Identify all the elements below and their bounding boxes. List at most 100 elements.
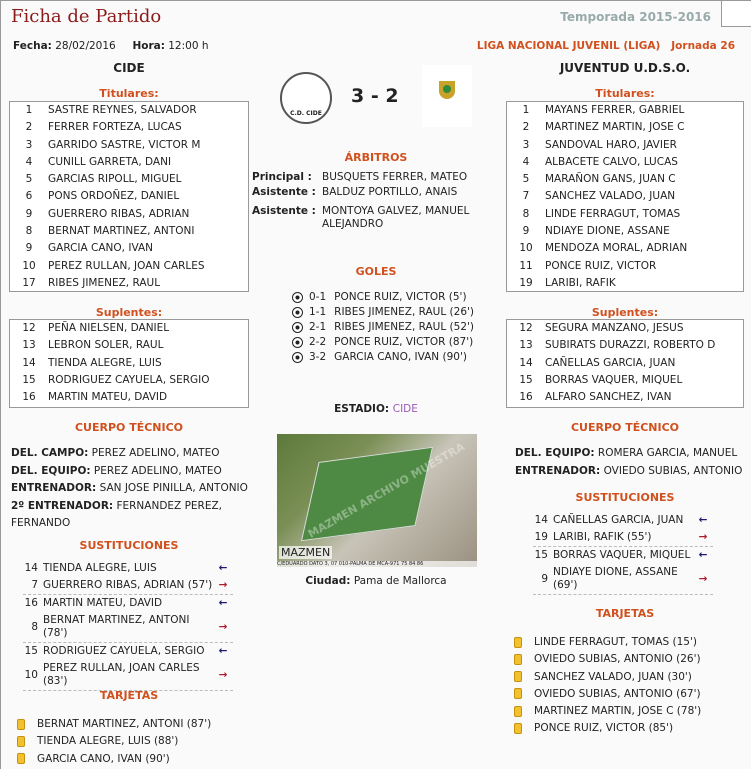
player-row[interactable]: 9 NDIAYE DIONE, ASSANE	[507, 223, 743, 240]
player-name[interactable]: PONCE RUIZ, VICTOR	[545, 259, 657, 272]
competition-info: LIGA NACIONAL JUVENIL (LIGA) Jornada 26	[477, 40, 735, 52]
player-name[interactable]: LINDE FERRAGUT, TOMAS	[545, 207, 681, 220]
player-name[interactable]: PONS ORDOÑEZ, DANIEL	[48, 190, 180, 203]
player-name[interactable]: MARAÑON GANS, JUAN C	[545, 173, 676, 186]
player-row[interactable]: 3 SANDOVAL HARO, JAVIER	[507, 137, 743, 154]
player-row[interactable]: 3 GARRIDO SASTRE, VICTOR M	[10, 137, 248, 154]
page-corner-tab	[721, 1, 751, 27]
player-name[interactable]: MARTIN MATEU, DAVID	[48, 391, 168, 404]
staff-name: SAN JOSE PINILLA, ANTONIO	[99, 482, 248, 494]
player-name[interactable]: SEGURA MANZANO, JESUS	[545, 322, 684, 334]
player-name[interactable]: CAÑELLAS GARCIA, JUAN	[545, 356, 676, 369]
player-row[interactable]: 10 MENDOZA MORAL, ADRIAN	[507, 240, 743, 257]
home-cuerpo-heading: CUERPO TÉCNICO	[74, 421, 184, 434]
arrow-out-icon: →	[218, 668, 228, 681]
player-row[interactable]: 15 BORRAS VAQUER, MIQUEL	[507, 372, 743, 389]
player-row[interactable]: 13 SUBIRATS DURAZZI, ROBERTO D	[507, 337, 743, 354]
player-row[interactable]: 19 LARIBI, RAFIK	[507, 275, 743, 292]
player-row[interactable]: 15 RODRIGUEZ CAYUELA, SERGIO	[10, 372, 248, 389]
player-name[interactable]: RODRIGUEZ CAYUELA, SERGIO	[48, 373, 210, 386]
player-row[interactable]: 1 SASTRE REYNES, SALVADOR	[10, 102, 248, 119]
referee-role: Principal :	[252, 171, 312, 183]
player-name[interactable]: NDIAYE DIONE, ASSANE	[545, 225, 670, 238]
player-name[interactable]: GARRIDO SASTRE, VICTOR M	[48, 138, 201, 151]
substitution-row: 19 LARIBI, RAFIK (55') →	[533, 529, 713, 546]
player-row[interactable]: 9 GUERRERO RIBAS, ADRIAN	[10, 206, 248, 223]
substitution-row: 15 BORRAS VAQUER, MIQUEL ←	[533, 547, 713, 564]
player-row[interactable]: 12 SEGURA MANZANO, JESUS	[507, 320, 743, 337]
goal-scorer: PONCE RUIZ, VICTOR (87')	[334, 336, 474, 348]
player-row[interactable]: 2 MARTINEZ MARTIN, JOSE C	[507, 119, 743, 136]
player-row[interactable]: 2 FERRER FORTEZA, LUCAS	[10, 119, 248, 136]
player-row[interactable]: 16 MARTIN MATEU, DAVID	[10, 389, 248, 406]
player-name[interactable]: GUERRERO RIBAS, ADRIAN	[48, 207, 190, 220]
home-team-name[interactable]: CIDE	[113, 61, 145, 75]
away-team-name[interactable]: JUVENTUD U.D.S.O.	[559, 61, 691, 75]
player-row[interactable]: 4 CUNILL GARRETA, DANI	[10, 154, 248, 171]
player-name: MARTIN MATEU, DAVID	[43, 597, 163, 609]
player-name[interactable]: MENDOZA MORAL, ADRIAN	[545, 242, 688, 255]
competition-name[interactable]: LIGA NACIONAL JUVENIL (LIGA)	[476, 40, 661, 52]
staff-row: 2º ENTRENADOR: FERNANDEZ PEREZ, FERNANDO	[11, 498, 251, 533]
substitution-row: 14 CAÑELLAS GARCIA, JUAN ←	[533, 512, 713, 529]
player-name[interactable]: ALFARO SANCHEZ, IVAN	[545, 391, 672, 404]
stadium-link[interactable]: CIDE	[392, 403, 418, 415]
player-name[interactable]: GARCIAS RIPOLL, MIGUEL	[48, 173, 182, 186]
staff-role: 2º ENTRENADOR:	[11, 499, 114, 512]
player-name[interactable]: GARCIA CANO, IVAN	[48, 242, 153, 255]
player-name[interactable]: SANCHEZ VALADO, JUAN	[545, 190, 676, 203]
player-row[interactable]: 1 MAYANS FERRER, GABRIEL	[507, 102, 743, 119]
player-row[interactable]: 6 PONS ORDOÑEZ, DANIEL	[10, 188, 248, 205]
player-name[interactable]: LEBRON SOLER, RAUL	[48, 339, 164, 352]
player-row[interactable]: 14 CAÑELLAS GARCIA, JUAN	[507, 355, 743, 372]
staff-role: DEL. EQUIPO:	[515, 447, 595, 459]
referee-name: BALDUZ PORTILLO, ANAIS	[322, 186, 458, 198]
staff-row: DEL. EQUIPO: ROMERA GARCIA, MANUEL	[515, 445, 745, 463]
yellow-card-icon	[514, 671, 522, 683]
staff-row: ENTRENADOR: OVIEDO SUBIAS, ANTONIO	[515, 463, 745, 481]
player-row[interactable]: 7 SANCHEZ VALADO, JUAN	[507, 188, 743, 205]
player-row[interactable]: 14 TIENDA ALEGRE, LUIS	[10, 355, 248, 372]
player-row[interactable]: 12 PEÑA NIELSEN, DANIEL	[10, 320, 248, 337]
player-name[interactable]: FERRER FORTEZA, LUCAS	[48, 121, 182, 134]
hora-label: Hora:	[132, 40, 165, 52]
home-titulares-heading: Titulares:	[99, 87, 159, 100]
player-row[interactable]: 11 PONCE RUIZ, VICTOR	[507, 258, 743, 275]
player-name[interactable]: LARIBI, RAFIK	[545, 276, 616, 289]
player-row[interactable]: 5 GARCIAS RIPOLL, MIGUEL	[10, 171, 248, 188]
player-name[interactable]: ALBACETE CALVO, LUCAS	[545, 155, 678, 168]
player-name[interactable]: TIENDA ALEGRE, LUIS	[48, 356, 162, 369]
player-name[interactable]: MARTINEZ MARTIN, JOSE C	[545, 121, 685, 134]
player-row[interactable]: 13 LEBRON SOLER, RAUL	[10, 337, 248, 354]
season-label: Temporada 2015-2016	[560, 10, 711, 24]
player-name[interactable]: SASTRE REYNES, SALVADOR	[48, 104, 197, 116]
yellow-card-icon	[17, 753, 25, 765]
fecha-label: Fecha:	[13, 40, 52, 52]
player-row[interactable]: 5 MARAÑON GANS, JUAN C	[507, 171, 743, 188]
card-row: PONCE RUIZ, VICTOR (85')	[514, 720, 744, 737]
player-number: 5	[522, 173, 530, 186]
player-name[interactable]: BORRAS VAQUER, MIQUEL	[545, 373, 683, 386]
player-name: BORRAS VAQUER, MIQUEL	[553, 549, 691, 561]
page-title: Ficha de Partido	[11, 6, 162, 27]
player-name[interactable]: SANDOVAL HARO, JAVIER	[545, 138, 677, 151]
player-name[interactable]: CUNILL GARRETA, DANI	[48, 155, 172, 168]
player-number: 12	[519, 322, 533, 334]
player-row[interactable]: 8 LINDE FERRAGUT, TOMAS	[507, 206, 743, 223]
goal-row: 2-2 PONCE RUIZ, VICTOR (87')	[292, 335, 474, 350]
player-name[interactable]: SUBIRATS DURAZZI, ROBERTO D	[545, 339, 716, 352]
player-row[interactable]: 4 ALBACETE CALVO, LUCAS	[507, 154, 743, 171]
hora-value: 12:00 h	[168, 40, 209, 52]
player-name[interactable]: BERNAT MARTINEZ, ANTONI	[48, 225, 195, 238]
player-number: 7	[522, 190, 530, 203]
player-name[interactable]: MAYANS FERRER, GABRIEL	[545, 104, 685, 116]
player-row[interactable]: 8 BERNAT MARTINEZ, ANTONI	[10, 223, 248, 240]
player-row[interactable]: 17 RIBES JIMENEZ, RAUL	[10, 275, 248, 292]
player-name[interactable]: PEREZ RULLAN, JOAN CARLES	[48, 259, 205, 272]
player-row[interactable]: 10 PEREZ RULLAN, JOAN CARLES	[10, 258, 248, 275]
player-name[interactable]: RIBES JIMENEZ, RAUL	[48, 276, 161, 289]
player-row[interactable]: 9 GARCIA CANO, IVAN	[10, 240, 248, 257]
referee-role: Asistente :	[252, 205, 316, 217]
player-row[interactable]: 16 ALFARO SANCHEZ, IVAN	[507, 389, 743, 406]
player-name[interactable]: PEÑA NIELSEN, DANIEL	[48, 322, 170, 334]
